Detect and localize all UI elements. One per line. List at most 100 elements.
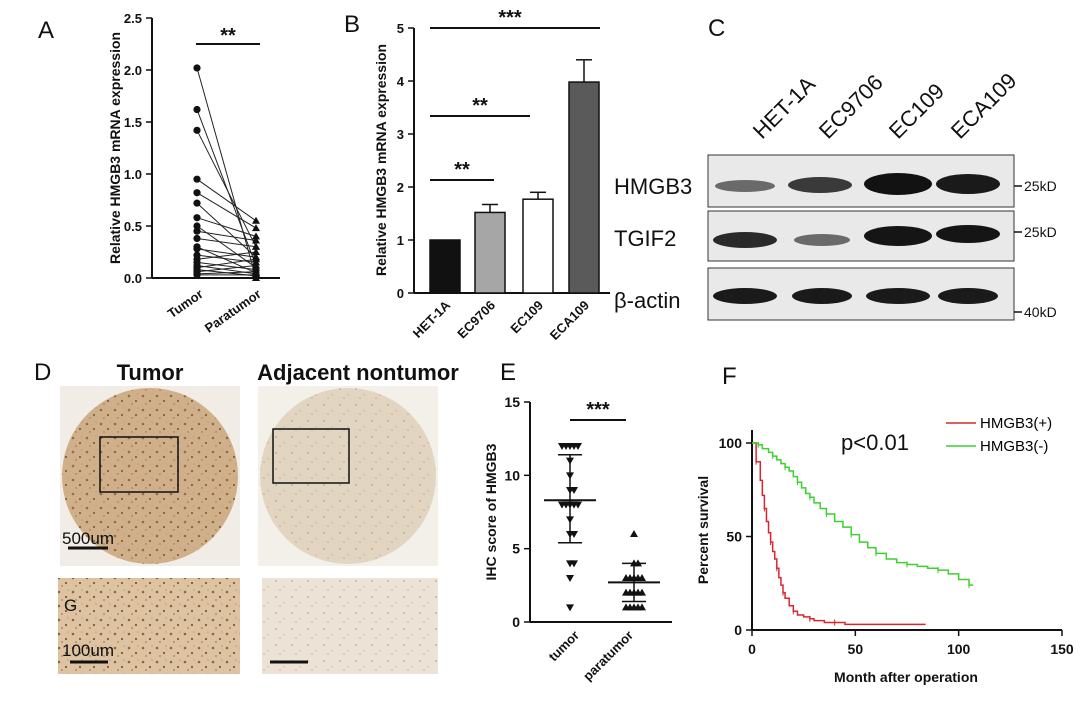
panel-letter-d: D bbox=[34, 359, 51, 386]
marker-25kd-1: 25kD bbox=[1024, 178, 1057, 194]
panel-b-ytick-label: 5 bbox=[397, 21, 404, 36]
panel-a-pair-line bbox=[196, 261, 257, 271]
panel-a-ytick-label: 1.0 bbox=[124, 167, 142, 182]
panel-b-y-label: Relative HMGB3 mRNA expression bbox=[373, 44, 389, 276]
panel-b-bar bbox=[522, 198, 554, 294]
panel-a-pair-line bbox=[196, 237, 257, 248]
panel-d-ihc: Tumor Adjacent nontumor 500um G 100um bbox=[58, 360, 459, 674]
blot-row-tgif2: TGIF2 bbox=[614, 226, 676, 251]
panel-a-paratumor-point bbox=[252, 261, 260, 269]
panel-e-ytick-label: 15 bbox=[504, 394, 520, 410]
ihc-sub-letter-g: G bbox=[64, 596, 77, 615]
panel-e-paratumor-point bbox=[638, 603, 646, 611]
panel-a-tumor-point bbox=[193, 189, 201, 197]
band-tgif2-ec9706 bbox=[794, 234, 850, 246]
panel-b-x-label: HET-1A bbox=[410, 297, 454, 341]
panel-b-ytick-label: 4 bbox=[397, 74, 405, 89]
panel-b-ytick-label: 2 bbox=[397, 180, 404, 195]
panel-a-pair-line bbox=[196, 67, 257, 279]
panel-a-tumor-point bbox=[193, 199, 201, 207]
panel-b-bar bbox=[474, 211, 506, 294]
panel-e-ytick-label: 5 bbox=[512, 541, 520, 557]
panel-f-xtick-label: 100 bbox=[947, 641, 971, 657]
panel-f-ytick-label: 50 bbox=[726, 529, 742, 545]
panel-e-tumor-point bbox=[570, 560, 578, 568]
blot-row-bactin: β-actin bbox=[614, 288, 680, 313]
panel-b-bar bbox=[568, 81, 600, 294]
band-hmgb3-ec109 bbox=[864, 173, 932, 195]
panel-e-ytick-label: 10 bbox=[504, 467, 520, 483]
panel-b-ytick-label: 0 bbox=[397, 286, 404, 301]
panel-a-pair-line bbox=[196, 265, 257, 273]
panel-a-pair-line bbox=[196, 254, 257, 263]
panel-b-sig-1: *** bbox=[498, 7, 522, 29]
panel-e-group-paratumor: paratumor bbox=[580, 628, 636, 684]
panel-e-tumor-point bbox=[570, 487, 578, 494]
panel-a-paratumor-point bbox=[252, 232, 260, 240]
panel-e-paratumor-point bbox=[638, 588, 646, 596]
panel-f-ytick-label: 100 bbox=[719, 435, 743, 451]
ihc-core-tumor-texture bbox=[62, 388, 238, 564]
panel-e-paratumor-point bbox=[622, 588, 630, 596]
band-bactin-ec9706 bbox=[792, 288, 852, 304]
legend-label-pos: HMGB3(+) bbox=[980, 415, 1052, 432]
panel-a-paratumor-point bbox=[252, 248, 260, 255]
panel-f-xtick-label: 50 bbox=[848, 641, 864, 657]
panel-f-ytick-label: 0 bbox=[734, 622, 742, 638]
panel-b-sig-2: ** bbox=[472, 95, 488, 117]
panel-a-tumor-point bbox=[193, 64, 201, 72]
panel-e-paratumor-point bbox=[630, 530, 638, 537]
panel-e-tumor-point bbox=[574, 443, 582, 450]
panel-e-ytick-label: 0 bbox=[512, 614, 520, 630]
panel-e-tumor-point bbox=[574, 501, 582, 509]
panel-f-pvalue: p<0.01 bbox=[841, 430, 909, 455]
panel-a-pair-line bbox=[196, 271, 257, 275]
survival-curve-hmgb3-pos bbox=[752, 442, 926, 626]
panel-a-pair-line bbox=[196, 178, 257, 222]
band-bactin-ec109 bbox=[866, 288, 930, 304]
panel-a-tumor-point bbox=[193, 234, 201, 243]
band-hmgb3-eca109 bbox=[936, 174, 1000, 194]
panel-a-tumor-point bbox=[193, 227, 201, 235]
panel-a-y-label: Relative HMGB3 mRNA expression bbox=[107, 32, 123, 264]
panel-a-sig: ** bbox=[220, 25, 236, 47]
lane-label-ec9706: EC9706 bbox=[814, 70, 888, 144]
ihc-zoom-box-adjacent bbox=[272, 428, 350, 484]
panel-e-chart: 0 5 10 15 IHC score of HMGB3 *** tumor para… bbox=[483, 394, 672, 684]
panel-a-paratumor-point bbox=[252, 236, 260, 244]
panel-e-paratumor-point bbox=[638, 574, 646, 581]
band-hmgb3-het1a bbox=[715, 180, 775, 192]
marker-40kd: 40kD bbox=[1024, 304, 1057, 320]
panel-e-paratumor-point bbox=[622, 603, 630, 611]
panel-b-x-label: EC109 bbox=[507, 298, 546, 337]
panel-f-x-label: Month after operation bbox=[834, 669, 978, 685]
panel-e-tumor-point bbox=[570, 531, 578, 538]
lane-label-ec109: EC109 bbox=[884, 78, 949, 143]
panel-a-ytick-label: 0.0 bbox=[124, 271, 142, 286]
panel-a-pair-line bbox=[196, 217, 257, 237]
band-tgif2-eca109 bbox=[936, 225, 1000, 243]
panel-a-group-tumor: Tumor bbox=[165, 286, 206, 321]
panel-b-x-label: EC9706 bbox=[454, 298, 498, 342]
band-bactin-eca109 bbox=[938, 288, 998, 304]
blot-row-hmgb3: HMGB3 bbox=[614, 174, 692, 199]
panel-b-ytick-label: 1 bbox=[397, 233, 404, 248]
panel-letter-a: A bbox=[38, 17, 54, 44]
marker-25kd-2: 25kD bbox=[1024, 224, 1057, 240]
panel-a-ytick-label: 2.5 bbox=[124, 11, 142, 26]
panel-e-sig: *** bbox=[586, 399, 610, 421]
panel-a-ytick-label: 2.0 bbox=[124, 63, 142, 78]
legend-label-neg: HMGB3(-) bbox=[980, 438, 1048, 455]
panel-a-pair-line bbox=[196, 248, 257, 258]
ihc-title-tumor: Tumor bbox=[117, 360, 184, 385]
panel-a-pair-line bbox=[196, 258, 257, 269]
panel-b-bar bbox=[429, 239, 461, 294]
panel-e-group-tumor: tumor bbox=[545, 628, 582, 665]
panel-a-pair-line bbox=[196, 251, 257, 260]
panel-e-tumor-point bbox=[558, 443, 566, 450]
ihc-scale-500: 500um bbox=[62, 529, 114, 548]
panel-e-paratumor-point bbox=[622, 574, 630, 581]
panel-letter-c: C bbox=[708, 15, 725, 42]
